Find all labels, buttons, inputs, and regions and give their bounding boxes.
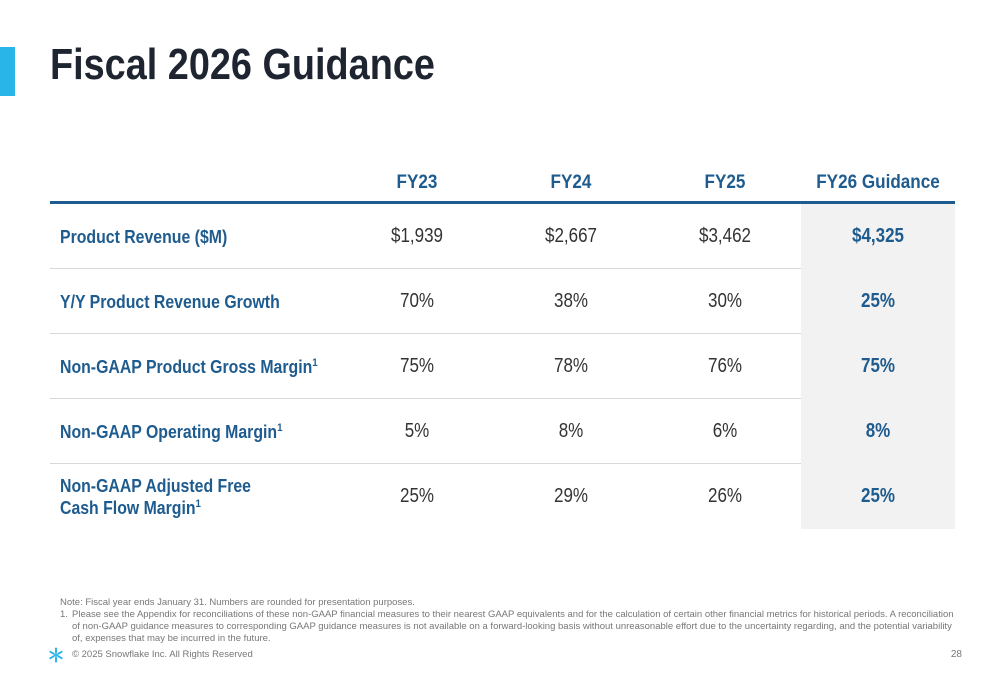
cell-value: $1,939 xyxy=(390,225,443,247)
cell-value: 5% xyxy=(404,420,430,442)
copyright: © 2025 Snowflake Inc. All Rights Reserve… xyxy=(72,649,253,660)
footnote-marker: 1 xyxy=(195,497,201,510)
header-fy24: FY24 xyxy=(550,172,592,193)
footnote-marker: 1 xyxy=(312,356,318,369)
row-divider xyxy=(50,463,801,464)
table-row-revenue-growth: Y/Y Product Revenue Growth 70% 38% 30% 2… xyxy=(50,269,955,334)
cell-guidance-value: 25% xyxy=(860,485,896,507)
cell-value: 6% xyxy=(712,420,738,442)
header-fy25: FY25 xyxy=(704,172,746,193)
row-label: Y/Y Product Revenue Growth xyxy=(60,291,280,312)
table-row-gross-margin: Non-GAAP Product Gross Margin1 75% 78% 7… xyxy=(50,334,955,399)
fiscal-year-note: Note: Fiscal year ends January 31. Numbe… xyxy=(60,597,415,608)
header-fy26-guidance: FY26 Guidance xyxy=(816,172,940,193)
row-label: Non-GAAP Adjusted Free Cash Flow Margin1 xyxy=(60,475,251,518)
footnote-marker: 1 xyxy=(277,421,283,434)
header-fy23: FY23 xyxy=(396,172,438,193)
snowflake-icon xyxy=(49,647,63,663)
table-header: FY23 FY24 FY25 FY26 Guidance xyxy=(50,163,955,204)
row-divider xyxy=(50,333,801,334)
cell-value: 30% xyxy=(707,290,743,312)
row-label: Non-GAAP Operating Margin1 xyxy=(60,421,283,442)
title-accent-bar xyxy=(0,47,15,96)
footnotes: Note: Fiscal year ends January 31. Numbe… xyxy=(60,597,960,645)
cell-value: 8% xyxy=(558,420,584,442)
cell-guidance-value: 8% xyxy=(865,420,891,442)
table-row-operating-margin: Non-GAAP Operating Margin1 5% 8% 6% 8% xyxy=(50,399,955,464)
header-divider xyxy=(50,201,955,204)
cell-value: $3,462 xyxy=(698,225,751,247)
cell-value: 26% xyxy=(707,485,743,507)
cell-value: 78% xyxy=(553,355,589,377)
cell-value: 75% xyxy=(399,355,435,377)
cell-guidance-value: 75% xyxy=(860,355,896,377)
page-number: 28 xyxy=(950,649,962,660)
cell-guidance-value: $4,325 xyxy=(851,225,904,247)
table-row-product-revenue: Product Revenue ($M) $1,939 $2,667 $3,46… xyxy=(50,204,955,269)
table-row-free-cash-flow-margin: Non-GAAP Adjusted Free Cash Flow Margin1… xyxy=(50,464,955,529)
cell-value: 76% xyxy=(707,355,743,377)
cell-value: $2,667 xyxy=(544,225,597,247)
cell-guidance-value: 25% xyxy=(860,290,896,312)
row-label: Product Revenue ($M) xyxy=(60,226,228,247)
cell-value: 29% xyxy=(553,485,589,507)
row-divider xyxy=(50,268,801,269)
cell-value: 25% xyxy=(399,485,435,507)
footnote-text: Please see the Appendix for reconciliati… xyxy=(72,609,954,644)
row-divider xyxy=(50,398,801,399)
cell-value: 38% xyxy=(553,290,589,312)
slide-title: Fiscal 2026 Guidance xyxy=(50,40,435,89)
guidance-column-highlight xyxy=(801,203,955,529)
footnote-1: 1. Please see the Appendix for reconcili… xyxy=(60,609,960,645)
row-label: Non-GAAP Product Gross Margin1 xyxy=(60,356,318,377)
footnote-number: 1. xyxy=(60,609,68,620)
cell-value: 70% xyxy=(399,290,435,312)
